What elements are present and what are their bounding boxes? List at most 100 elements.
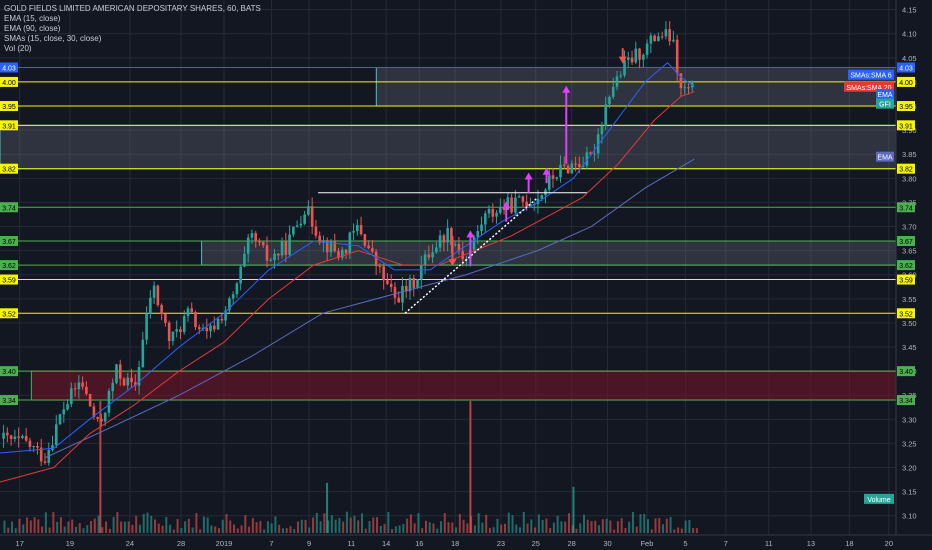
supply-zone — [201, 240, 897, 266]
candle-body — [13, 436, 17, 439]
volume-bar — [3, 520, 6, 533]
volume-bar — [372, 517, 375, 533]
chart-legend: GOLD FIELDS LIMITED AMERICAN DEPOSITARY … — [4, 4, 261, 54]
candle-body — [352, 231, 355, 233]
candle-body — [431, 252, 434, 258]
volume-bar — [586, 519, 589, 533]
volume-bar — [428, 522, 431, 533]
level-tag-right: 3.62 — [899, 263, 913, 270]
volume-bar — [646, 519, 649, 533]
volume-bar — [496, 518, 499, 533]
candle-body — [638, 48, 641, 60]
volume-bar — [161, 525, 164, 533]
candle-body — [303, 214, 306, 224]
volume-bar — [609, 520, 612, 533]
price-tick-label: 3.55 — [902, 295, 917, 304]
candle-body — [156, 285, 160, 305]
volume-bar — [579, 523, 582, 533]
candle-body — [559, 164, 562, 178]
candle-body — [457, 244, 461, 252]
candle-body — [111, 382, 115, 392]
price-tick-label: 3.30 — [902, 415, 917, 424]
price-tick-label: 3.85 — [902, 150, 917, 159]
candle-body — [51, 445, 54, 450]
legend-indicator-smas[interactable]: SMAs (15, close, 30, close) — [4, 34, 102, 43]
level-tag-left: 3.40 — [2, 369, 16, 376]
legend-indicator-ema90[interactable]: EMA (90, close) — [4, 24, 61, 33]
level-tag-right: 3.40 — [899, 369, 913, 376]
candle-body — [228, 298, 231, 311]
level-tag-right: 4.00 — [899, 80, 913, 87]
volume-bar — [394, 526, 397, 533]
volume-bar — [120, 521, 123, 533]
indicator-tag-bg — [844, 81, 894, 92]
candle-body — [258, 241, 261, 243]
volume-bar — [342, 521, 345, 533]
time-tick-label: 17 — [16, 539, 24, 548]
candle-body — [412, 278, 416, 288]
candle-body — [593, 153, 596, 155]
volume-bar — [436, 528, 439, 533]
volume-bar — [304, 519, 307, 533]
candle-body — [649, 35, 653, 44]
candle-body — [483, 213, 487, 225]
time-tick-label: 18 — [451, 539, 459, 548]
candle-body — [401, 285, 404, 303]
volume-bar — [391, 529, 394, 533]
legend-indicator-ema15[interactable]: EMA (15, close) — [4, 14, 61, 23]
volume-bar — [323, 513, 326, 533]
candle-body — [17, 436, 20, 438]
candle-body — [273, 253, 276, 260]
volume-bar — [650, 529, 653, 533]
candle-body — [243, 253, 246, 267]
indicator-tag: SMAs:SMA 6 — [850, 73, 891, 80]
volume-bar — [500, 524, 503, 533]
level-tag-left-bg — [0, 163, 18, 174]
volume-bar — [631, 511, 634, 533]
candle-body — [160, 304, 163, 315]
candle-body — [611, 86, 615, 97]
volume-bar — [515, 524, 518, 533]
candle-body — [423, 254, 427, 266]
time-tick-label: 19 — [66, 539, 74, 548]
time-tick-label: 5 — [683, 539, 687, 548]
volume-bar — [48, 527, 51, 533]
volume-bar — [319, 521, 322, 533]
candle-body — [288, 234, 291, 255]
volume-bar — [29, 520, 32, 533]
volume-bar — [628, 521, 631, 533]
candle-body — [322, 240, 325, 243]
volume-bar — [552, 522, 555, 533]
candle-body — [438, 235, 442, 248]
volume-bar — [169, 524, 172, 533]
level-tag-right: 3.59 — [899, 278, 913, 285]
volume-bar — [248, 526, 251, 533]
level-tag-left-bg — [0, 366, 18, 377]
candle-body — [66, 403, 69, 410]
volume-bar — [135, 515, 138, 533]
candle-body — [491, 208, 495, 217]
volume-bar — [154, 519, 157, 533]
candle-body — [220, 318, 224, 321]
price-tick-label: 4.10 — [902, 30, 917, 39]
candle-body — [687, 87, 690, 89]
volume-bar — [187, 518, 190, 533]
candle-body — [284, 241, 288, 255]
legend-indicator-volume[interactable]: Vol (20) — [4, 44, 32, 53]
indicator-tag: Volume — [867, 497, 890, 504]
candle-body — [672, 39, 675, 42]
candle-body — [563, 164, 566, 166]
candle-body — [216, 318, 220, 330]
volume-bar — [112, 517, 115, 533]
candle-body — [348, 232, 352, 254]
volume-bar — [26, 517, 29, 533]
candle-body — [295, 225, 299, 227]
time-tick-label: 16 — [415, 539, 423, 548]
volume-bar — [443, 513, 446, 533]
volume-bar — [308, 527, 311, 533]
level-tag-left-bg — [0, 274, 18, 285]
candle-body — [167, 322, 171, 341]
volume-bar — [692, 528, 695, 533]
volume-bar — [376, 517, 379, 533]
